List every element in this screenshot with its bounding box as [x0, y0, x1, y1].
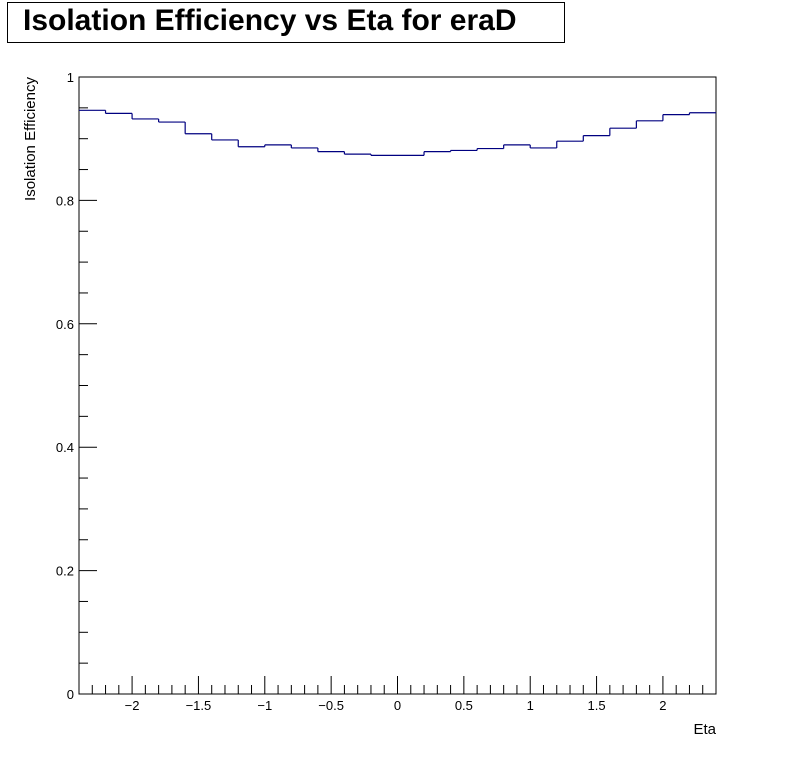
x-axis-title: Eta	[693, 721, 716, 738]
x-tick-label: 0	[394, 698, 401, 713]
y-tick-label: 0	[67, 687, 74, 702]
y-tick-label: 0.2	[56, 564, 74, 579]
x-tick-label: −1	[257, 698, 272, 713]
x-tick-label: 1.5	[588, 698, 606, 713]
y-tick-label: 0.8	[56, 193, 74, 208]
x-tick-label: 1	[527, 698, 534, 713]
x-tick-label: −1.5	[186, 698, 212, 713]
chart-title-box: Isolation Efficiency vs Eta for eraD	[7, 2, 565, 43]
y-tick-label: 1	[67, 70, 74, 85]
x-tick-label: 2	[659, 698, 666, 713]
chart-title: Isolation Efficiency vs Eta for eraD	[23, 4, 517, 37]
y-axis-title: Isolation Efficiency	[22, 77, 39, 201]
y-tick-label: 0.6	[56, 317, 74, 332]
x-tick-label: −2	[125, 698, 140, 713]
x-tick-label: 0.5	[455, 698, 473, 713]
x-tick-label: −0.5	[318, 698, 344, 713]
plot-frame	[78, 76, 717, 695]
y-tick-label: 0.4	[56, 440, 74, 455]
